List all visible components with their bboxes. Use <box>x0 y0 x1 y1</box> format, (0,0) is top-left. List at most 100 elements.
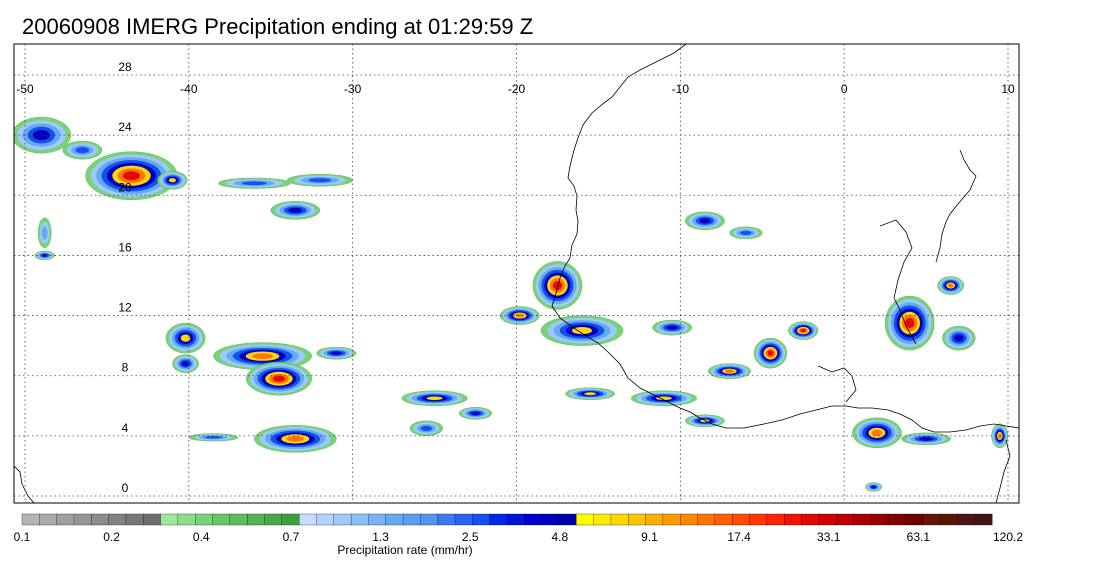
precip-contour <box>241 181 267 186</box>
colorbar-swatch <box>576 513 595 526</box>
colorbar-swatch <box>680 513 698 526</box>
colorbar-swatch <box>454 513 473 526</box>
lat-tick-label: 16 <box>118 240 132 254</box>
coastline-europe <box>935 149 977 263</box>
colorbar-tick-label: 63.1 <box>907 530 931 544</box>
lat-tick-label: 4 <box>122 421 129 435</box>
colorbar-swatch <box>402 513 421 526</box>
precip-cluster <box>937 276 965 295</box>
precip-contour <box>288 207 303 213</box>
colorbar-swatch <box>905 513 924 526</box>
precip-cluster <box>884 295 935 351</box>
colorbar-swatch <box>177 513 196 526</box>
colorbar-tick-label: 17.4 <box>727 530 751 544</box>
colorbar-swatch <box>91 513 110 526</box>
precip-contour <box>41 254 48 257</box>
precip-cluster <box>270 201 321 220</box>
precip-contour <box>905 318 915 329</box>
colorbar-swatch <box>350 513 369 526</box>
colorbar-swatch <box>593 513 612 526</box>
precip-cluster <box>218 177 291 189</box>
colorbar-swatch <box>437 513 456 526</box>
precip-cluster <box>188 433 239 442</box>
precip-cluster <box>165 322 206 354</box>
precip-contour <box>666 325 678 330</box>
colorbar-swatch <box>333 513 352 526</box>
precip-contour <box>947 283 954 288</box>
colorbar-swatch <box>887 513 906 526</box>
longitude-labels: -50 -40 -30 -20 -10 0 10 <box>16 82 1015 96</box>
precip-contour <box>426 396 443 401</box>
precip-cluster <box>254 425 337 453</box>
lon-tick-label: -20 <box>508 82 526 96</box>
precip-cluster <box>852 417 902 449</box>
colorbar-swatch <box>472 513 491 526</box>
colorbar-swatch <box>160 513 179 526</box>
colorbar-swatch <box>281 513 300 526</box>
precip-contour <box>800 328 806 333</box>
colorbar-swatch <box>39 513 58 526</box>
precip-contour <box>168 178 177 183</box>
colorbar-swatch <box>212 513 231 526</box>
colorbar-swatch <box>835 513 854 526</box>
precip-cluster <box>788 321 819 340</box>
colorbar-swatch <box>697 513 716 526</box>
colorbar-swatch <box>662 513 681 526</box>
precip-cluster <box>458 407 493 420</box>
precip-contour <box>75 147 90 154</box>
coastline-africa-east-edge <box>995 439 1011 503</box>
colorbar-swatch <box>732 513 750 526</box>
precip-contour <box>204 436 222 439</box>
precip-contour <box>919 437 934 441</box>
precip-contour <box>122 171 141 181</box>
precip-contour <box>740 230 752 235</box>
precip-contour <box>180 334 191 342</box>
colorbar-swatch <box>974 513 993 526</box>
colorbar-swatch <box>385 513 404 526</box>
colorbar-swatch <box>506 513 525 526</box>
gridlines <box>14 44 1019 503</box>
lon-tick-label: 0 <box>841 82 848 96</box>
precip-contour <box>767 350 774 356</box>
colorbar-swatch <box>610 513 629 526</box>
colorbar-tick-label: 0.7 <box>283 530 300 544</box>
precip-contour <box>954 334 964 342</box>
colorbar-swatch <box>125 513 144 526</box>
lon-tick-label: -30 <box>344 82 362 96</box>
colorbar-swatch <box>21 513 40 526</box>
lat-tick-label: 20 <box>118 180 132 194</box>
lat-tick-label: 24 <box>118 120 132 134</box>
colorbar-tick-label: 4.8 <box>551 530 568 544</box>
colorbar-swatch <box>749 513 768 526</box>
precip-contour <box>656 396 672 401</box>
colorbar-swatch <box>420 513 439 526</box>
coastline <box>14 44 1019 503</box>
colorbar-swatch <box>264 513 283 526</box>
precip-cluster <box>499 306 540 325</box>
coastline-gulf-niger <box>817 365 857 403</box>
precip-cluster <box>245 361 312 396</box>
precip-contour <box>286 436 304 442</box>
colorbar-tick-label: 0.4 <box>193 530 210 544</box>
coastline-south-america <box>14 465 35 503</box>
colorbar-swatch <box>541 513 560 526</box>
lon-tick-label: -10 <box>672 82 690 96</box>
precip-cluster <box>630 390 697 407</box>
precip-contour <box>699 218 711 224</box>
precip-cluster <box>865 482 883 492</box>
precip-cluster <box>37 217 52 249</box>
colorbar-swatch <box>922 513 941 526</box>
lat-tick-label: 28 <box>118 60 132 74</box>
precip-contour <box>41 226 48 240</box>
lon-tick-label: -40 <box>180 82 198 96</box>
coastline-africa-west <box>551 44 1019 433</box>
precip-cluster <box>401 390 468 407</box>
colorbar-swatch <box>56 513 75 526</box>
colorbar-title: Precipitation rate (mm/hr) <box>337 543 472 557</box>
precip-contour <box>552 281 563 290</box>
lon-tick-label: 10 <box>1001 82 1015 96</box>
precip-cluster <box>409 420 444 437</box>
colorbar-swatch <box>316 513 335 526</box>
precip-contour <box>470 411 481 416</box>
map-title: 20060908 IMERG Precipitation ending at 0… <box>22 14 534 39</box>
